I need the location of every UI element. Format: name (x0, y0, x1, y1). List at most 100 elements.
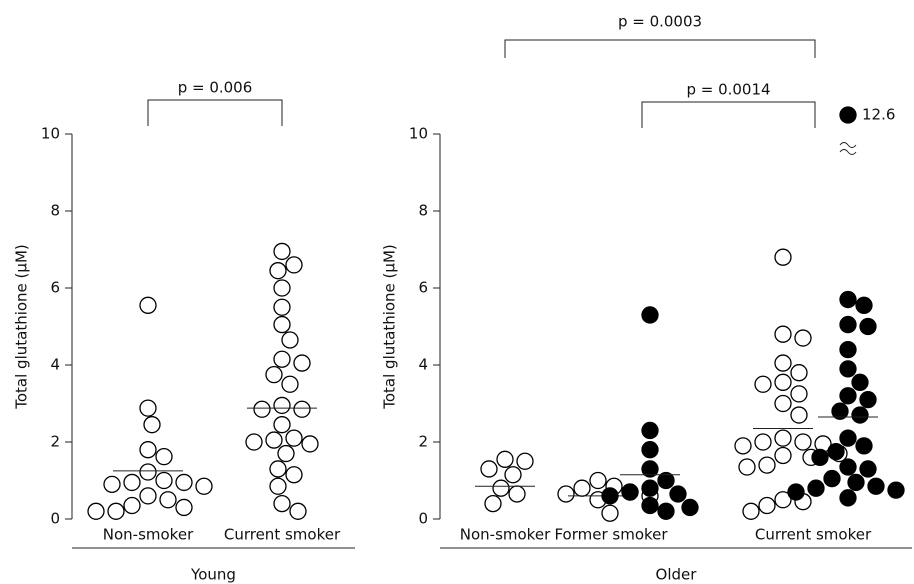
group-label: Young (190, 566, 236, 584)
data-point (657, 471, 675, 490)
data-point (641, 496, 659, 515)
data-point (855, 437, 873, 455)
data-point (839, 429, 857, 447)
data-point (621, 483, 639, 501)
data-point (774, 491, 792, 509)
data-point (273, 416, 291, 434)
data-point (277, 444, 295, 463)
data-point (859, 390, 877, 409)
data-point (508, 485, 526, 503)
data-point (855, 296, 873, 314)
data-point (839, 290, 857, 309)
y-tick-label: 8 (50, 202, 60, 220)
x-tick-label: Former smoker (554, 526, 668, 544)
bracket (147, 99, 283, 126)
data-point (573, 479, 591, 497)
data-point (827, 442, 845, 461)
data-point (273, 315, 291, 334)
data-point (774, 429, 792, 447)
data-point (641, 421, 659, 440)
data-point (859, 317, 877, 336)
data-point (281, 331, 299, 349)
data-point (175, 473, 193, 492)
data-point (159, 491, 177, 509)
data-point (273, 279, 291, 297)
bracket (504, 39, 816, 58)
outlier-label: 12.6 (862, 106, 895, 124)
data-point (790, 385, 808, 403)
data-point (269, 460, 287, 478)
data-point (887, 481, 905, 499)
x-tick-label: Current smoker (224, 526, 341, 544)
data-point (496, 450, 514, 468)
data-point (143, 416, 161, 434)
data-point (504, 466, 522, 484)
data-point (811, 448, 829, 467)
y-tick-label: 6 (50, 279, 60, 297)
data-point (794, 433, 812, 451)
data-point (794, 329, 812, 347)
y-tick-label: 10 (409, 125, 428, 143)
data-point (742, 502, 760, 520)
data-point (103, 475, 121, 494)
data-point (859, 460, 877, 478)
y-tick-label: 4 (50, 356, 60, 374)
data-point (754, 375, 772, 393)
data-point (754, 433, 772, 451)
x-tick-label: Current smoker (755, 526, 872, 544)
data-point (774, 325, 792, 343)
data-point (641, 306, 659, 324)
y-tick-label: 10 (41, 125, 60, 143)
data-point (807, 479, 825, 497)
data-point (273, 242, 291, 261)
data-point (839, 458, 857, 476)
data-point (641, 460, 659, 478)
data-point (516, 452, 534, 470)
data-point (155, 447, 173, 466)
data-point (657, 502, 675, 520)
data-point (269, 477, 287, 495)
data-point (273, 350, 291, 368)
data-point (839, 340, 857, 359)
data-point (601, 487, 619, 505)
data-point (123, 473, 141, 492)
data-point (139, 463, 157, 481)
y-axis-label: Total glutathione (μM) (381, 244, 399, 410)
data-point (155, 471, 173, 490)
data-point (484, 494, 502, 513)
p-value: p = 0.0003 (618, 13, 702, 31)
data-point (107, 502, 125, 520)
y-tick-label: 2 (418, 433, 428, 451)
data-point (269, 262, 287, 280)
data-point (867, 477, 885, 495)
data-point (285, 429, 303, 447)
y-tick-label: 2 (50, 433, 60, 451)
data-point (273, 494, 291, 513)
group-label: Older (656, 566, 698, 584)
p-value: p = 0.006 (178, 79, 253, 97)
p-value: p = 0.0014 (686, 81, 770, 99)
data-point (641, 479, 659, 497)
data-point (831, 402, 849, 420)
data-point (557, 485, 575, 503)
data-point (480, 460, 498, 478)
data-point (734, 437, 752, 455)
data-point (175, 498, 193, 517)
y-axis-label: Total glutathione (μM) (13, 244, 31, 410)
data-point (758, 456, 776, 474)
data-point (774, 373, 792, 391)
outlier (839, 106, 857, 124)
data-point (589, 471, 607, 490)
data-point (285, 466, 303, 484)
x-tick-label: Non-smoker (460, 526, 551, 544)
data-point (285, 256, 303, 274)
data-point (253, 400, 271, 418)
data-point (774, 354, 792, 372)
data-point (289, 502, 307, 520)
data-point (195, 477, 213, 495)
axis-break (839, 142, 857, 155)
data-point (273, 298, 291, 316)
data-point (847, 473, 865, 492)
data-point (681, 498, 699, 517)
